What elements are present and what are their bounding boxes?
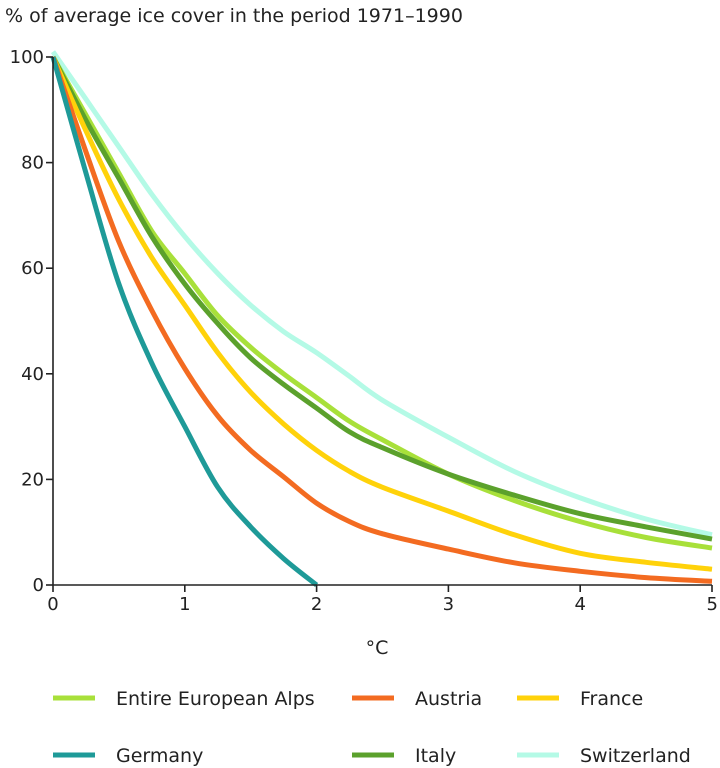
axis-ticks: 0 1 2 3 4 5 0 20 40 60 80 100 — [10, 47, 718, 615]
legend-item: Germany — [53, 745, 203, 767]
legend-label: Entire European Alps — [116, 688, 315, 710]
legend-item: France — [517, 688, 643, 710]
x-tick-label: 3 — [443, 594, 454, 615]
x-tick-label: 4 — [574, 594, 585, 615]
y-tick-label: 0 — [33, 575, 44, 596]
series-line-0 — [50, 55, 713, 551]
y-tick-label: 80 — [21, 153, 44, 174]
series-lines — [50, 50, 713, 587]
series-line-5 — [50, 50, 713, 538]
series-line-4 — [50, 55, 713, 542]
chart-title: % of average ice cover in the period 197… — [5, 5, 463, 27]
legend: Entire European Alps Austria France Germany… — [53, 688, 691, 767]
x-tick-label: 0 — [47, 594, 58, 615]
legend-label: Italy — [415, 745, 456, 767]
y-tick-label: 20 — [21, 469, 44, 490]
legend-label: Switzerland — [580, 745, 691, 767]
legend-label: France — [580, 688, 643, 710]
legend-item: Entire European Alps — [53, 688, 315, 710]
axes — [52, 57, 712, 586]
x-tick-label: 2 — [311, 594, 322, 615]
series-line-3 — [50, 56, 319, 587]
series-line-2 — [50, 55, 713, 572]
y-tick-label: 60 — [21, 258, 44, 279]
legend-label: Germany — [116, 745, 203, 767]
x-axis-title: °C — [366, 637, 389, 659]
series-line-1 — [50, 56, 713, 584]
y-tick-label: 40 — [21, 364, 44, 385]
legend-item: Switzerland — [517, 745, 691, 767]
legend-item: Italy — [352, 745, 456, 767]
x-tick-label: 5 — [707, 594, 718, 615]
x-tick-label: 1 — [179, 594, 190, 615]
legend-item: Austria — [352, 688, 482, 710]
y-tick-label: 100 — [10, 47, 44, 68]
legend-label: Austria — [415, 688, 482, 710]
